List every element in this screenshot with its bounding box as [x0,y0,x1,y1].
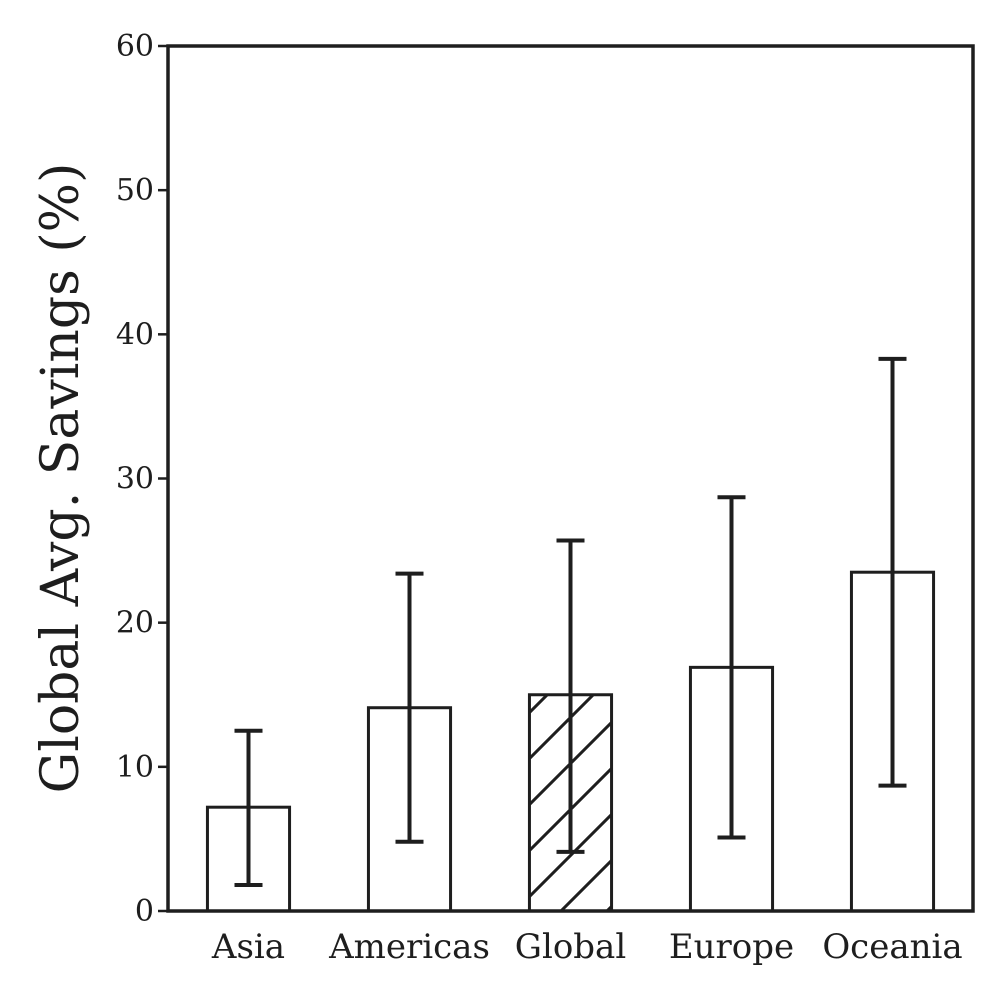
y-tick-label: 40 [116,317,154,352]
y-tick-label: 50 [116,173,154,208]
chart-marks: 0 10 20 30 40 50 60 Asia Americas Global Europe Oce… [116,29,963,967]
x-tick-label: Americas [328,927,490,967]
y-tick-label: 10 [116,750,154,785]
y-axis-title: Global Avg. Savings (%) [31,163,91,794]
x-tick-label: Europe [669,927,794,967]
y-tick-label: 20 [116,606,154,641]
x-tick-label: Oceania [822,927,962,967]
x-tick-label: Asia [211,927,285,967]
y-tick-label: 60 [116,29,154,64]
y-tick-label: 0 [135,894,154,929]
y-tick-label: 30 [116,462,154,497]
x-tick-label: Global [515,927,626,967]
plot-frame [166,44,975,913]
